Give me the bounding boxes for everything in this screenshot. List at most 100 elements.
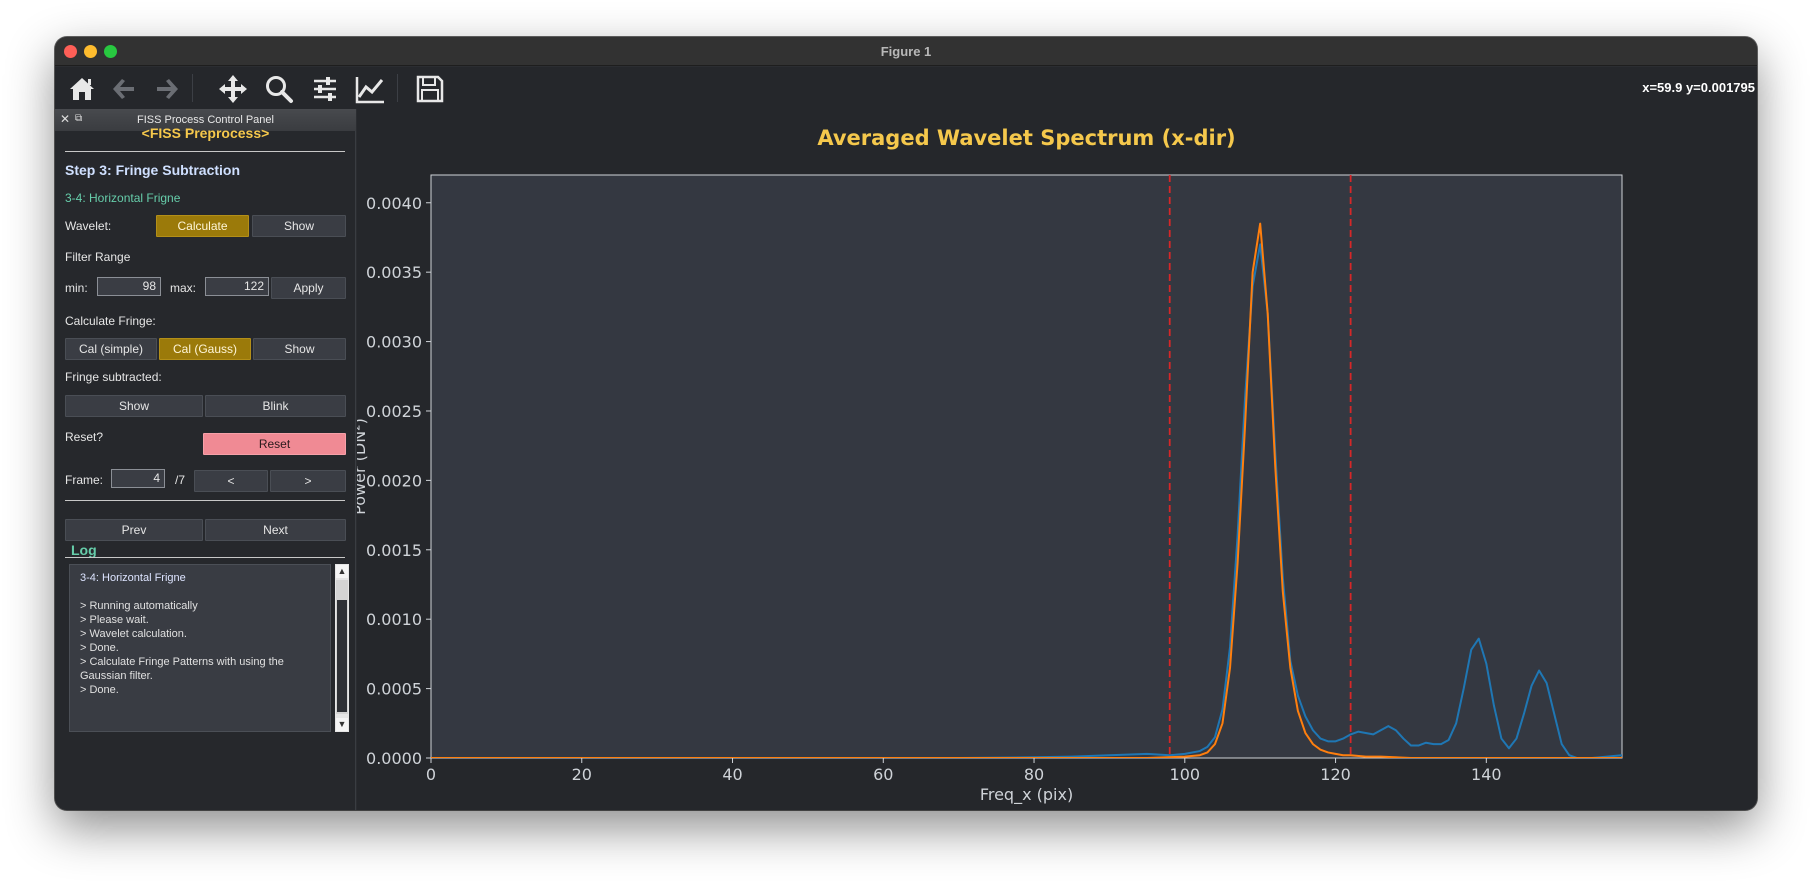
arrow-left-icon [113,79,134,99]
line-chart-icon [355,77,384,104]
x-tick-label: 120 [1320,765,1351,784]
pan-button[interactable] [217,73,249,105]
title-bar: Figure 1 [55,37,1757,66]
wavelet-calculate-button[interactable]: Calculate [156,215,249,237]
divider [65,500,345,501]
reset-button[interactable]: Reset [203,433,346,455]
step-title: Step 3: Fringe Subtraction [65,162,241,178]
log-line [80,585,320,599]
max-input[interactable]: 122 [205,277,269,296]
log-line: > Running automatically [80,600,198,612]
scroll-up-icon[interactable]: ▲ [336,565,348,578]
window-title: Figure 1 [880,44,932,59]
wavelet-show-button[interactable]: Show [252,215,346,237]
x-tick-label: 60 [873,765,893,784]
x-tick-label: 100 [1170,765,1201,784]
minimize-window-button[interactable] [84,45,97,58]
x-tick-label: 20 [572,765,592,784]
log-scrollbar[interactable]: ▲ ▼ [335,564,349,732]
series-line-blue [431,243,1622,758]
figure-window: Figure 1 x=59.9 y=0.001795 [55,37,1757,810]
preprocess-header: <FISS Preprocess> [141,125,270,141]
y-tick-label: 0.0010 [366,610,422,629]
log-line: > Done. [80,642,119,654]
next-step-button[interactable]: Next [205,519,346,541]
toolbar: x=59.9 y=0.001795 [55,67,1757,109]
y-tick-label: 0.0025 [366,402,422,421]
sliders-icon [314,77,336,101]
panel-close-icon[interactable]: ✕ [60,112,71,126]
cal-gauss-button[interactable]: Cal (Gauss) [159,338,251,360]
home-icon [70,78,94,100]
min-label: min: [65,281,88,295]
fringe-show-button[interactable]: Show [253,338,346,360]
log-line: > Done. [80,684,119,696]
y-tick-label: 0.0015 [366,541,422,560]
wavelet-spectrum-chart[interactable]: Averaged Wavelet Spectrum (x-dir)0.00000… [357,109,1757,810]
panel-header: ✕ ⧉ FISS Process Control Panel [55,109,356,131]
log-line: > Please wait. [80,614,149,626]
fringe-subtracted-label: Fringe subtracted: [65,370,162,384]
panel-float-icon[interactable]: ⧉ [75,113,83,124]
divider [65,557,345,558]
home-button[interactable] [66,73,98,105]
zoom-button[interactable] [263,73,295,105]
subtracted-show-button[interactable]: Show [65,395,203,417]
log-title: Log [71,542,97,558]
y-tick-label: 0.0005 [366,680,422,699]
toolbar-separator [397,74,398,102]
save-button[interactable] [414,73,446,105]
forward-button[interactable] [151,73,183,105]
y-tick-label: 0.0035 [366,263,422,282]
zoom-window-button[interactable] [104,45,117,58]
calculate-fringe-label: Calculate Fringe: [65,314,156,328]
chart-title: Averaged Wavelet Spectrum (x-dir) [817,126,1235,150]
prev-step-button[interactable]: Prev [65,519,203,541]
search-icon [266,76,293,103]
y-axis-label: Power (DN²) [357,418,369,515]
log-line: 3-4: Horizontal Frigne [80,572,186,584]
x-tick-label: 40 [722,765,742,784]
frame-label: Frame: [65,473,104,487]
scroll-thumb[interactable] [337,600,347,712]
move-icon [219,75,247,103]
cursor-coordinates: x=59.9 y=0.001795 [1642,80,1755,95]
frame-total: /7 [175,473,186,487]
series-line-orange [431,222,1622,758]
back-button[interactable] [108,73,140,105]
arrow-right-icon [157,79,178,99]
max-label: max: [170,281,197,295]
frame-next-button[interactable]: > [270,470,346,492]
frame-input[interactable]: 4 [111,469,165,488]
panel-title: FISS Process Control Panel [137,114,274,126]
substep-title: 3-4: Horizontal Frigne [65,191,181,205]
apply-button[interactable]: Apply [271,277,346,299]
y-tick-label: 0.0000 [366,749,422,768]
x-tick-label: 140 [1471,765,1502,784]
close-window-button[interactable] [64,45,77,58]
scroll-down-icon[interactable]: ▼ [336,718,348,731]
toolbar-separator [192,74,193,102]
y-tick-label: 0.0040 [366,194,422,213]
configure-subplots-button[interactable] [309,73,341,105]
axes-background [430,174,1623,759]
y-tick-label: 0.0030 [366,333,422,352]
blink-button[interactable]: Blink [205,395,346,417]
log-line: > Calculate Fringe Patterns with using t… [80,656,284,682]
reset-label: Reset? [65,430,104,444]
log-line: > Wavelet calculation. [80,628,187,640]
divider [65,151,345,152]
edit-axis-button[interactable] [354,73,386,105]
plot-area[interactable]: Averaged Wavelet Spectrum (x-dir) 0.0000 0… [357,109,1757,810]
cal-simple-button[interactable]: Cal (simple) [65,338,157,360]
filter-range-label: Filter Range [65,250,131,264]
log-text-area[interactable]: 3-4: Horizontal Frigne > Running automat… [69,564,331,732]
frame-prev-button[interactable]: < [194,470,268,492]
x-tick-label: 0 [426,765,436,784]
wavelet-label: Wavelet: [65,219,112,233]
floppy-disk-icon [416,75,444,103]
min-input[interactable]: 98 [97,277,161,296]
x-tick-label: 80 [1024,765,1044,784]
x-axis-label: Freq_x (pix) [980,785,1073,805]
y-tick-label: 0.0020 [366,471,422,490]
